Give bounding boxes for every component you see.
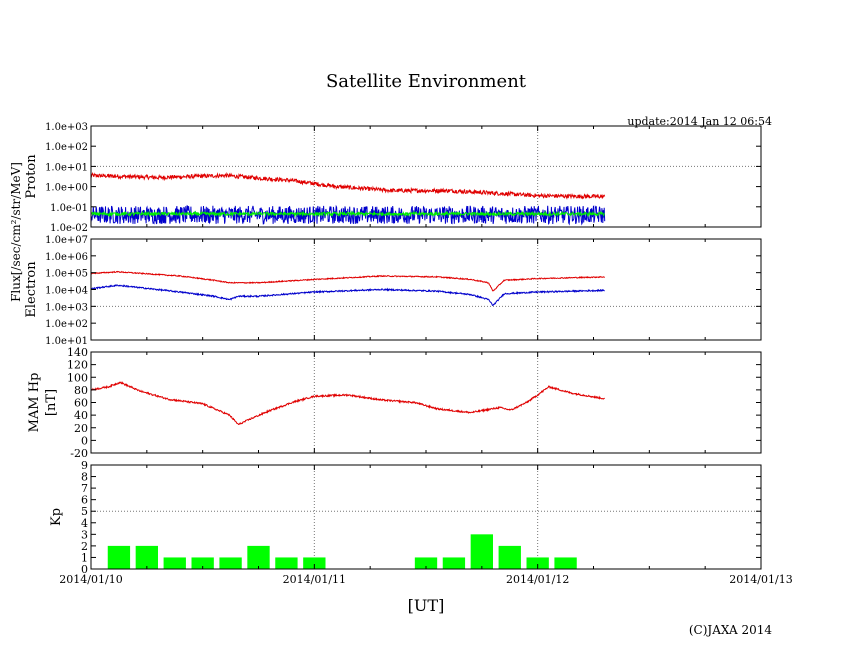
kp-bar [191,557,214,569]
proton-ytick-label: 1.0e+02 [45,142,88,153]
electron-blue-series [90,284,605,306]
x-tick-label: 2014/01/10 [59,573,122,586]
x-tick-label: 2014/01/12 [506,573,569,586]
kp-bar [275,557,298,569]
x-axis-label: [UT] [408,596,445,615]
x-axis: 2014/01/10 2014/01/11 2014/01/12 2014/01/13 [59,573,792,586]
kp-ytick-label: 8 [81,471,88,484]
hp-ylabel-unit: [nT] [44,389,59,416]
kp-bar [526,557,549,569]
kp-ytick-label: 0 [81,563,88,576]
hp-ytick-label: -20 [70,447,88,460]
chart-title: Satellite Environment [326,71,527,92]
proton-ytick-label: 1.0e+01 [45,162,88,173]
hp-ytick-label: 60 [74,397,88,410]
hp-ytick-label: 80 [74,384,88,397]
proton-blue-series [90,204,606,226]
electron-ytick-label: 1.0e+05 [45,269,88,280]
kp-ytick-label: 5 [81,505,88,518]
hp-ytick-label: 20 [74,422,88,435]
kp-bar [303,557,326,569]
electron-red-series [90,270,606,292]
kp-ytick-label: 7 [81,482,88,495]
electron-panel: 1.0e+01 1.0e+02 1.0e+03 1.0e+04 1.0e+05 1.0e+… [24,235,762,347]
proton-ytick-label: 1.0e+00 [45,183,88,194]
kp-bar [414,557,438,569]
proton-ytick-label: 1.0e-02 [50,223,88,234]
kp-ytick-label: 1 [81,551,88,564]
proton-green-series [90,210,605,218]
hp-ytick-label: 0 [81,434,88,447]
kp-bar [219,557,242,569]
kp-bar [442,557,466,569]
electron-ytick-label: 1.0e+03 [45,302,88,313]
copyright: (C)JAXA 2014 [689,623,773,637]
kp-bar [498,545,521,569]
electron-ytick-label: 1.0e+04 [45,286,88,297]
kp-ytick-label: 6 [81,494,88,507]
electron-ytick-label: 1.0e+07 [45,235,88,246]
kp-bar [554,557,577,569]
hp-ytick-label: 100 [67,371,88,384]
kp-ytick-label: 9 [81,459,88,472]
hp-ytick-label: 120 [67,359,88,372]
hp-ylabel: MAM Hp [27,373,42,433]
kp-frame [90,464,762,570]
hp-ytick-label: 40 [74,409,88,422]
kp-bar [107,545,131,569]
proton-ytick-label: 1.0e-01 [50,203,88,214]
kp-ytick-label: 2 [81,540,88,553]
hp-ytick-label: 140 [67,346,88,359]
x-tick-label: 2014/01/11 [283,573,346,586]
proton-panel: 1.0e-02 1.0e-01 1.0e+00 1.0e+01 1.0e+02 1.0e+… [24,122,762,234]
update-timestamp: update:2014 Jan 12 06:54 [627,115,772,128]
proton-ytick-label: 1.0e+03 [45,122,88,133]
electron-ytick-label: 1.0e+02 [45,319,88,330]
electron-ytick-label: 1.0e+06 [45,252,88,263]
kp-bar [247,545,270,569]
kp-ytick-label: 4 [81,517,88,530]
flux-axis-label: Flux[/sec/cm²/str/MeV] [9,162,23,302]
electron-frame [90,238,762,341]
kp-bar [470,534,493,569]
proton-ylabel: Proton [24,154,39,199]
x-tick-label: 2014/01/13 [729,573,792,586]
hp-red-series [90,381,605,425]
chart-panels: 1.0e-021.0e-011.0e+001.0e+011.0e+021.0e+… [24,122,762,576]
kp-bar [163,557,186,569]
hp-frame [90,351,762,454]
electron-ylabel: Electron [24,261,39,318]
proton-red-series [90,172,606,200]
electron-ytick-label: 1.0e+01 [45,336,88,347]
kp-ytick-label: 3 [81,528,88,541]
kp-bar [135,545,158,569]
kp-ylabel: Kp [49,508,64,526]
